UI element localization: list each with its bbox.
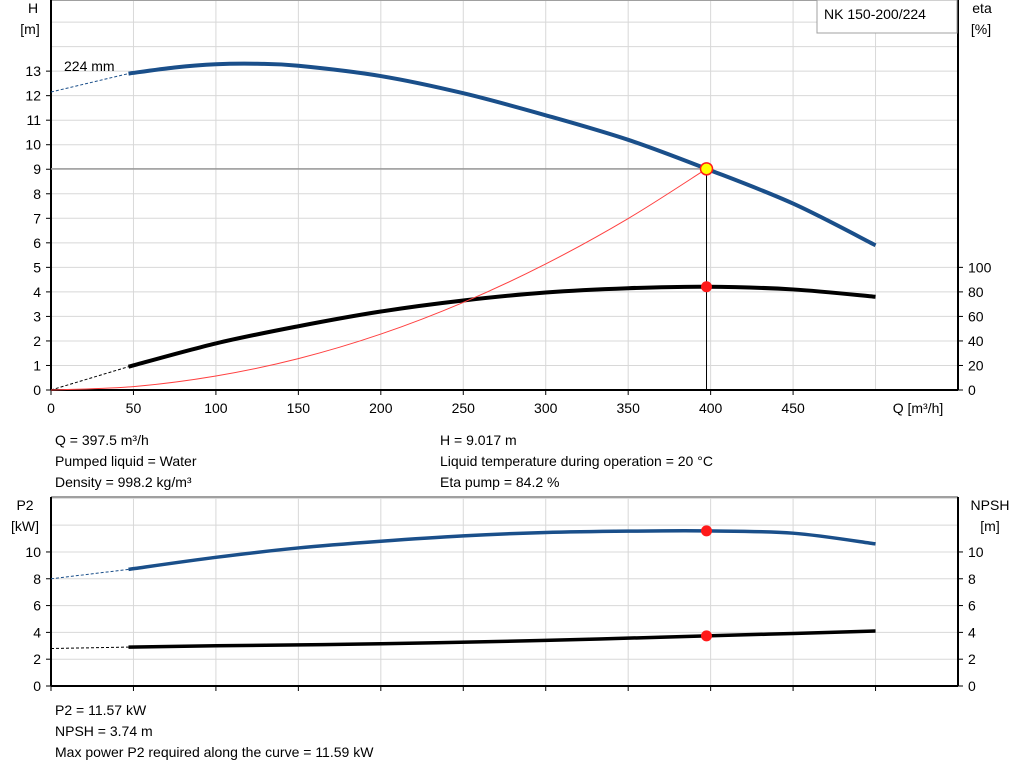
eta-operating-point xyxy=(701,281,713,293)
eta-curve-extrapolated xyxy=(50,366,129,391)
y2-tick-label: 2 xyxy=(968,651,976,667)
y-tick-label: 0 xyxy=(33,678,41,694)
info-top-left: Q = 397.5 m³/h Pumped liquid = Water Den… xyxy=(55,430,197,493)
y2-tick-label: 0 xyxy=(968,678,976,694)
info-max-power: Max power P2 required along the curve = … xyxy=(55,744,374,760)
y-tick-label: 10 xyxy=(25,544,41,560)
y-axis-unit: [kW] xyxy=(11,518,39,534)
y-tick-label: 8 xyxy=(33,571,41,587)
y-tick-label: 1 xyxy=(33,357,41,373)
npsh-curve xyxy=(128,629,876,649)
info-p2: P2 = 11.57 kW xyxy=(55,702,147,718)
x-tick-label: 50 xyxy=(126,400,142,416)
x-tick-label: 250 xyxy=(452,400,476,416)
y-axis-label: P2 xyxy=(16,497,33,513)
y-tick-label: 11 xyxy=(26,112,41,128)
y-tick-label: 3 xyxy=(33,308,41,324)
p2-curve-extrapolated xyxy=(50,568,129,580)
y2-tick-label: 10 xyxy=(968,544,984,560)
info-eta: Eta pump = 84.2 % xyxy=(440,474,560,490)
p2-curve xyxy=(128,529,876,572)
y2-tick-label: 8 xyxy=(968,571,976,587)
x-axis-label: Q [m³/h] xyxy=(893,400,944,416)
info-liquid: Pumped liquid = Water xyxy=(55,453,197,469)
y-tick-label: 4 xyxy=(33,284,41,300)
system-curve xyxy=(50,168,707,391)
y-tick-label: 9 xyxy=(33,161,41,177)
x-tick-label: 450 xyxy=(781,400,805,416)
x-tick-label: 200 xyxy=(369,400,393,416)
info-temperature: Liquid temperature during operation = 20… xyxy=(440,453,713,469)
y-axis-unit: [m] xyxy=(20,21,39,37)
y-tick-label: 4 xyxy=(33,624,41,640)
chart-title: NK 150-200/224 xyxy=(824,6,926,22)
x-tick-label: 100 xyxy=(204,400,228,416)
y2-tick-label: 4 xyxy=(968,624,976,640)
y-tick-label: 6 xyxy=(33,235,41,251)
x-tick-label: 350 xyxy=(617,400,641,416)
head-operating-point xyxy=(699,162,714,176)
info-flow: Q = 397.5 m³/h xyxy=(55,432,149,448)
y2-axis-label: eta xyxy=(972,0,992,16)
info-npsh: NPSH = 3.74 m xyxy=(55,723,153,739)
y2-tick-label: 40 xyxy=(968,333,984,349)
head-curve xyxy=(128,61,877,248)
y-tick-label: 12 xyxy=(25,88,41,104)
x-tick-label: 150 xyxy=(287,400,311,416)
x-tick-label: 300 xyxy=(534,400,558,416)
x-tick-label: 400 xyxy=(699,400,723,416)
y2-tick-label: 0 xyxy=(968,382,976,398)
impeller-diameter-label: 224 mm xyxy=(64,58,115,74)
y2-axis-unit: [m] xyxy=(980,518,999,534)
y-tick-label: 7 xyxy=(33,210,41,226)
y2-tick-label: 100 xyxy=(968,259,992,275)
head-curve-extrapolated xyxy=(50,73,129,93)
title-box xyxy=(816,0,958,34)
y-tick-label: 8 xyxy=(33,186,41,202)
info-head: H = 9.017 m xyxy=(440,432,517,448)
y2-tick-label: 6 xyxy=(968,598,976,614)
y-tick-label: 0 xyxy=(33,382,41,398)
y-tick-label: 10 xyxy=(25,137,41,153)
eta-curve xyxy=(127,284,876,369)
info-density: Density = 998.2 kg/m³ xyxy=(55,474,192,490)
y-tick-label: 2 xyxy=(33,333,41,349)
npsh-operating-point xyxy=(701,630,713,642)
y-tick-label: 6 xyxy=(33,598,41,614)
y2-axis-label: NPSH xyxy=(971,497,1010,513)
x-tick-label: 0 xyxy=(47,400,55,416)
y2-tick-label: 20 xyxy=(968,357,984,373)
p2-operating-point xyxy=(701,525,713,537)
info-top-right: H = 9.017 m Liquid temperature during op… xyxy=(440,430,713,493)
y-tick-label: 5 xyxy=(33,259,41,275)
y2-tick-label: 60 xyxy=(968,308,984,324)
npsh-curve-extrapolated xyxy=(50,646,129,649)
y2-tick-label: 80 xyxy=(968,284,984,300)
y2-axis-unit: [%] xyxy=(971,21,991,37)
y-tick-label: 13 xyxy=(25,63,41,79)
y-axis-label: H xyxy=(28,0,38,16)
y-tick-label: 2 xyxy=(33,651,41,667)
info-bottom: P2 = 11.57 kW NPSH = 3.74 m Max power P2… xyxy=(55,700,373,763)
